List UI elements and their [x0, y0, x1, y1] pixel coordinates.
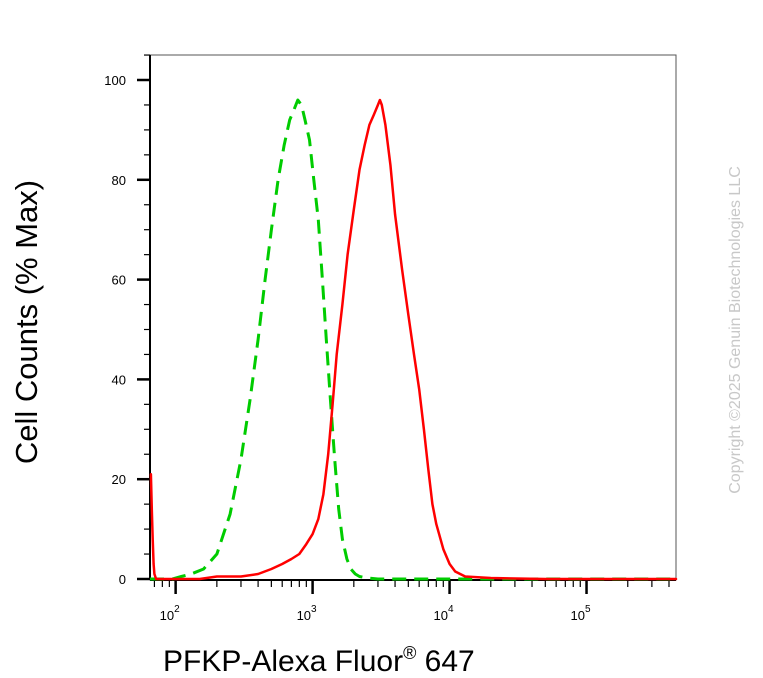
y-axis: 0 20 40 60 80 100 [104, 54, 151, 587]
y-axis-title: Cell Counts (% Max) [9, 180, 44, 464]
x-axis-title-registered-mark: ® [403, 643, 416, 663]
x-axis-title-suffix: 647 [416, 645, 474, 678]
series-line-red-solid [149, 98, 678, 581]
series-layer [149, 98, 678, 581]
y-tick-label: 80 [112, 173, 126, 188]
x-axis-title-main: PFKP-Alexa Fluor [163, 645, 403, 678]
x-tick-label: 102 [160, 604, 180, 623]
y-tick-label: 100 [104, 73, 126, 88]
copyright-watermark: Copyright ©2025 Genuin Biotechnologies L… [727, 166, 744, 494]
plot-frame [149, 54, 677, 581]
x-axis: 102 103 104 105 [150, 579, 676, 623]
x-tick-label: 103 [297, 604, 317, 623]
x-axis-title: PFKP-Alexa Fluor® 647 [163, 643, 475, 678]
y-tick-label: 20 [112, 472, 126, 487]
y-tick-label: 0 [119, 572, 126, 587]
y-tick-label: 40 [112, 372, 126, 387]
x-tick-label: 104 [434, 604, 454, 623]
x-tick-label: 105 [571, 604, 591, 623]
series-line-green-dashed [150, 98, 676, 581]
y-tick-label: 60 [112, 273, 126, 288]
